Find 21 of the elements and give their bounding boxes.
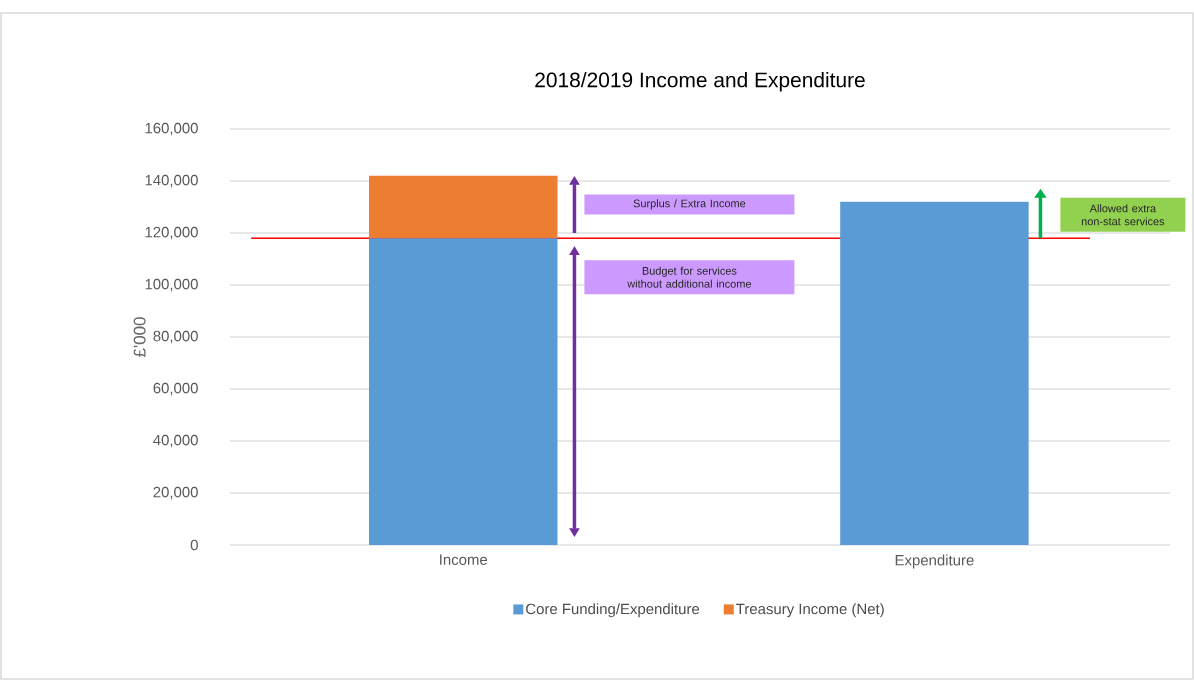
- y-tick-label: 100,000: [145, 278, 198, 292]
- annotation: Budget for services without additional income: [627, 266, 752, 288]
- bar: [840, 201, 1029, 545]
- chart-title: 2018/2019 Income and Expenditure: [535, 71, 865, 92]
- y-tick-label: 40,000: [153, 434, 198, 448]
- y-tick-label: 60,000: [153, 382, 198, 396]
- y-tick-label: 0: [190, 539, 198, 551]
- bar: [369, 175, 558, 239]
- x-tick-label: Income: [440, 554, 488, 565]
- bar: [369, 238, 558, 545]
- y-tick-label: 80,000: [153, 330, 198, 344]
- y-axis-title: £'000: [133, 317, 146, 357]
- y-tick-label: 120,000: [145, 226, 198, 240]
- y-tick-label: 140,000: [145, 174, 198, 188]
- y-tick-label: 160,000: [145, 122, 198, 136]
- annotation: Allowed extra non-stat services: [1081, 204, 1165, 226]
- legend-label: Treasury Income (Net): [736, 603, 884, 618]
- y-tick-label: 20,000: [153, 486, 198, 500]
- legend-label: Core Funding/Expenditure: [526, 603, 700, 618]
- x-tick-label: Expenditure: [895, 554, 974, 569]
- annotation: Surplus / Extra Income: [633, 199, 746, 210]
